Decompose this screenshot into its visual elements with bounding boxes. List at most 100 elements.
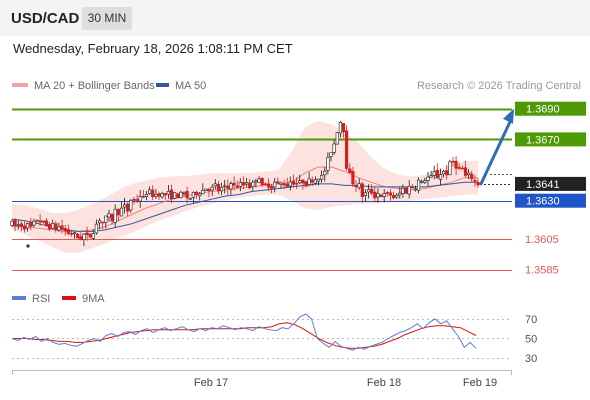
candle-body-20	[73, 232, 77, 235]
candle-body-6	[29, 221, 33, 227]
candle-body-118	[379, 194, 383, 198]
candle-body-43	[144, 194, 149, 197]
level-lines-layer	[12, 108, 512, 271]
candle-body-98	[316, 178, 321, 182]
candle-body-30	[104, 215, 108, 223]
chart-header: USD/CAD 30 MIN	[0, 0, 590, 36]
candle-body-114	[366, 189, 371, 193]
candle-body-127	[407, 186, 411, 195]
candle-body-19	[69, 233, 73, 235]
projection-arrow-line	[479, 118, 513, 186]
rsi-ma-line	[12, 322, 477, 349]
ma50-line	[11, 181, 478, 232]
legend-ma50-label: MA 50	[175, 80, 207, 92]
candle-body-128	[410, 186, 414, 189]
rsi-line	[11, 313, 477, 351]
candle-body-42	[141, 195, 146, 198]
projection-arrowhead	[503, 108, 514, 124]
candle-body-49	[163, 193, 167, 196]
legend-bollinger-label: MA 20 + Bollinger Bands	[34, 80, 155, 92]
level-label-1-3690-bg	[515, 101, 586, 116]
level-label-1-3641-bg	[515, 176, 586, 191]
level-label-1-3670: 1.3670	[526, 134, 560, 146]
candle-body-23	[82, 233, 86, 241]
ma20-line	[12, 166, 478, 232]
candle-body-53	[176, 193, 180, 199]
candle-body-75	[245, 182, 249, 185]
legend-ma50: MA 50	[156, 80, 206, 92]
candle-body-9	[38, 220, 42, 223]
timeframe-button[interactable]: 30 MIN	[82, 7, 132, 30]
rsi-tick-70: 70	[525, 314, 537, 326]
candle-body-29	[101, 221, 105, 224]
candle-body-93	[301, 179, 305, 184]
level-label-1-3630-bg	[515, 193, 586, 208]
candle-body-22	[79, 236, 83, 240]
candle-body-24	[85, 232, 89, 235]
candle-body-12	[47, 224, 52, 230]
candle-body-34	[116, 208, 120, 216]
candle-body-100	[323, 170, 327, 176]
candle-body-105	[338, 122, 343, 134]
candle-body-125	[401, 188, 405, 194]
candle-body-120	[385, 192, 389, 194]
candle-body-89	[288, 181, 292, 187]
candle-body-45	[151, 189, 155, 197]
candle-body-149	[476, 182, 480, 186]
candle-body-38	[129, 200, 133, 211]
candle-body-130	[416, 179, 421, 191]
candle-body-145	[463, 167, 468, 176]
candle-body-77	[251, 181, 255, 187]
candle-body-92	[298, 180, 302, 184]
candle-body-103	[332, 143, 336, 153]
candle-body-140	[448, 161, 452, 176]
candle-body-31	[107, 213, 111, 218]
legend-rsi-ma: 9MA	[62, 293, 105, 305]
candle-body-39	[132, 199, 136, 201]
candle-body-135	[432, 171, 436, 176]
candle-body-48	[160, 193, 164, 198]
level-label-1-3641: 1.3641	[526, 179, 560, 191]
candle-body-90	[291, 180, 296, 185]
candle-body-137	[438, 174, 443, 180]
legend-rsi-label: RSI	[32, 293, 51, 305]
candle-body-63	[207, 189, 211, 192]
candle-body-51	[169, 189, 174, 200]
candle-body-41	[138, 196, 142, 202]
legend-bollinger: MA 20 + Bollinger Bands	[12, 80, 155, 92]
candle-body-123	[395, 194, 399, 198]
candle-body-28	[98, 220, 102, 224]
candle-body-47	[157, 193, 161, 197]
candle-body-37	[126, 203, 130, 212]
candle-body-46	[154, 194, 158, 197]
candle-body-112	[360, 183, 364, 198]
legend-ma50-swatch	[156, 83, 169, 88]
candle-body-85	[276, 181, 280, 184]
candle-body-104	[335, 132, 339, 145]
candle-body-117	[376, 193, 380, 198]
candle-body-76	[248, 182, 252, 189]
candle-body-81	[263, 183, 267, 185]
candle-body-15	[57, 226, 61, 231]
candle-body-40	[135, 199, 139, 201]
candle-body-146	[466, 172, 471, 176]
candle-body-54	[179, 191, 183, 198]
candle-body-111	[357, 183, 361, 188]
candle-body-17	[63, 228, 67, 232]
legend-bollinger-swatch	[12, 83, 28, 88]
bollinger-band	[12, 121, 478, 253]
candle-body-67	[219, 187, 224, 192]
candle-body-138	[441, 171, 446, 175]
level-labels-layer: 1.3690 1.3670 1.3641 1.3630 1.3605 1.3585	[515, 101, 586, 277]
rsi-tick-50: 50	[525, 334, 537, 346]
candle-body-74	[241, 182, 246, 186]
level-label-1-3605: 1.3605	[525, 234, 559, 246]
candle-body-13	[51, 223, 55, 229]
candle-body-106	[341, 123, 346, 133]
candle-body-68	[223, 185, 227, 188]
candle-body-61	[201, 190, 205, 195]
candle-body-132	[423, 180, 427, 183]
candle-body-99	[319, 175, 324, 180]
projection-layer	[479, 108, 514, 186]
